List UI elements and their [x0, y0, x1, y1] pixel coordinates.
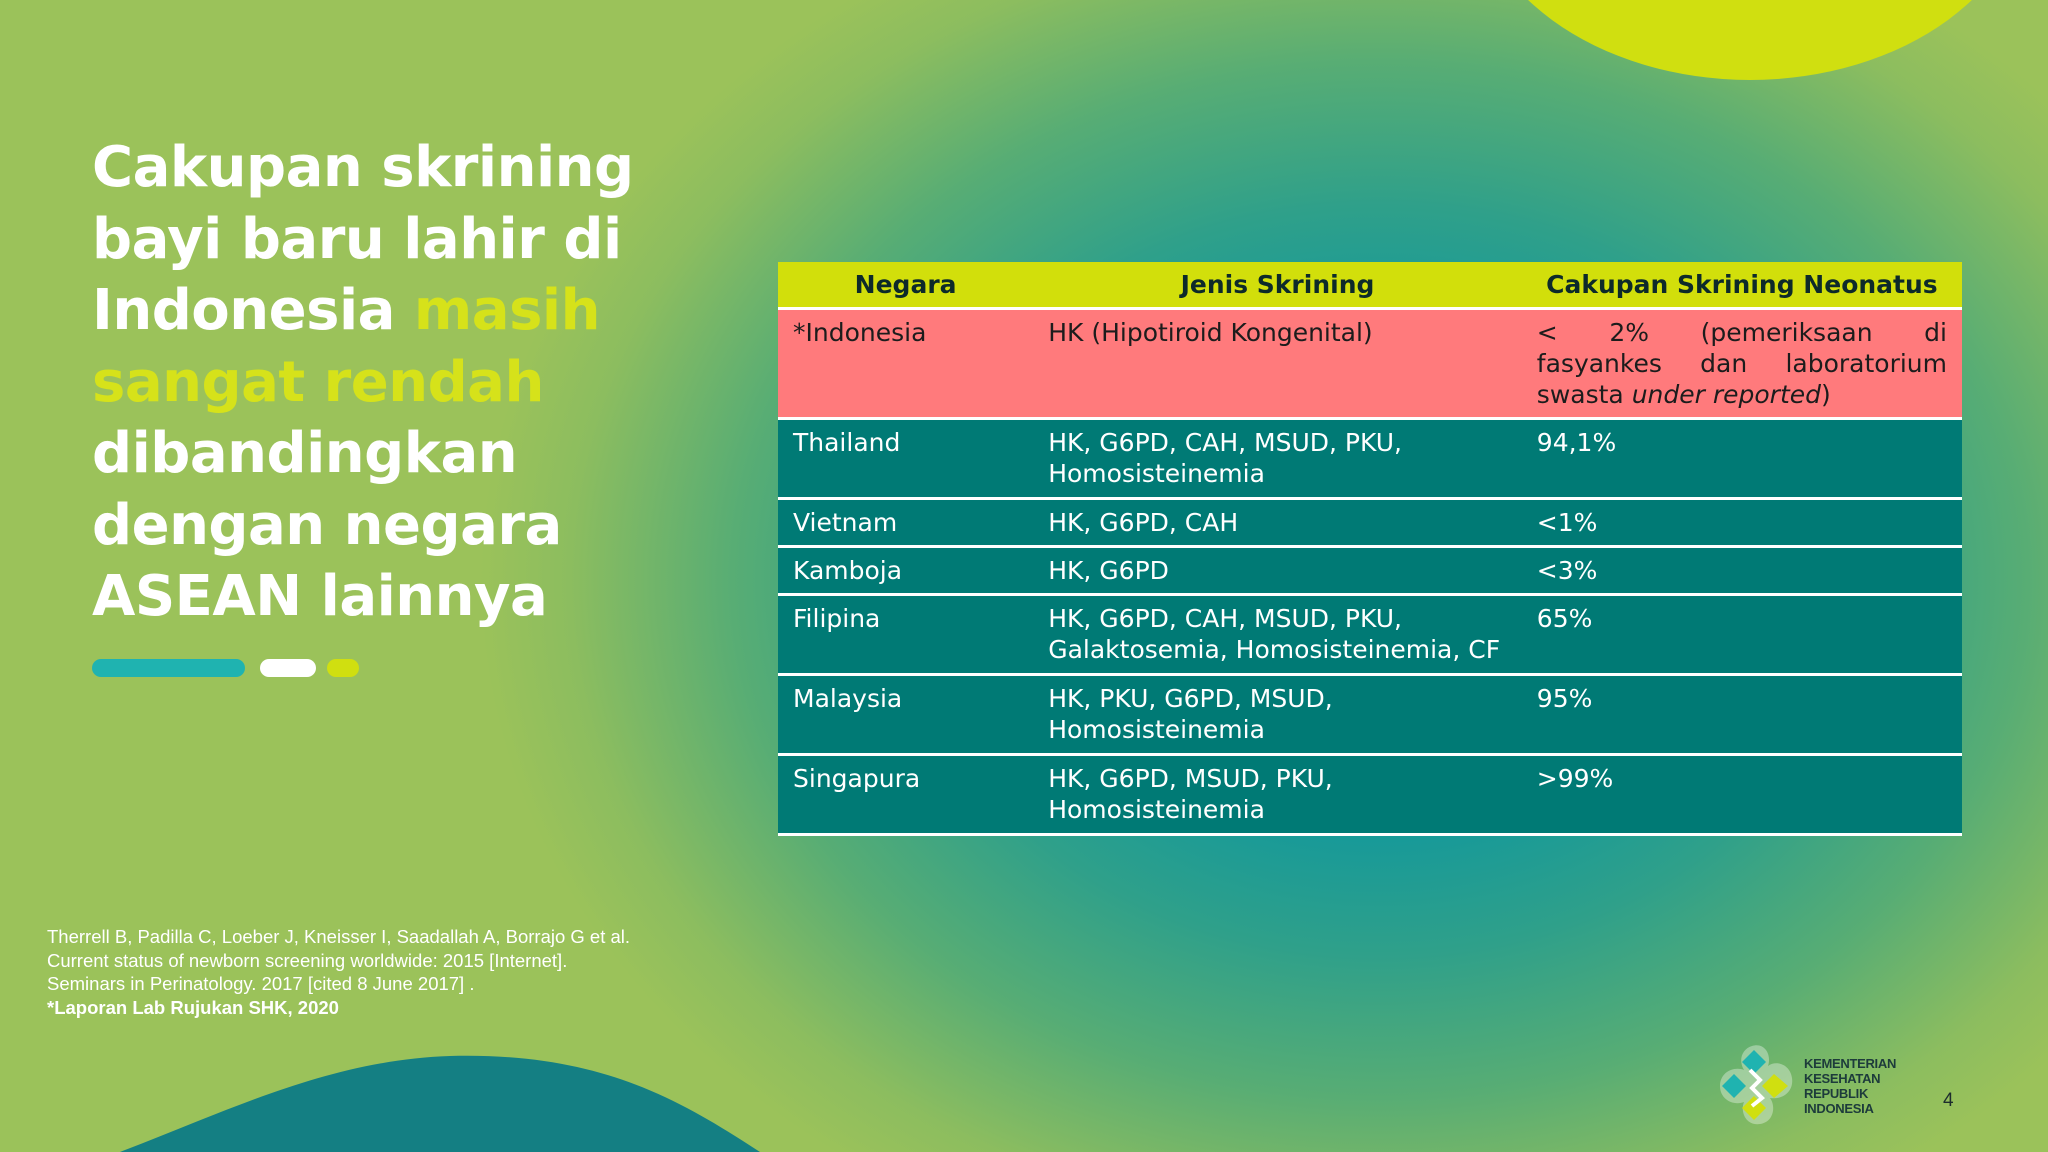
- logo-line: INDONESIA: [1804, 1101, 1874, 1116]
- top-decorative-blob: [1470, 0, 2030, 80]
- logo-line: KESEHATAN: [1804, 1071, 1881, 1086]
- references: Therrell B, Padilla C, Loeber J, Kneisse…: [47, 925, 647, 1019]
- coverage-italic: under reported: [1631, 380, 1822, 409]
- header-country: Negara: [778, 262, 1034, 310]
- logo-line: REPUBLIK: [1804, 1086, 1869, 1101]
- table-header-row: Negara Jenis Skrining Cakupan Skrining N…: [778, 262, 1962, 310]
- teal-pill: [92, 659, 245, 677]
- cell-screening-type: HK, G6PD, MSUD, PKU, Homosisteinemia: [1033, 754, 1522, 836]
- slide-title: Cakupan skrining bayi baru lahir di Indo…: [92, 132, 692, 633]
- cell-coverage: <3%: [1521, 546, 1962, 596]
- reference-citation: Therrell B, Padilla C, Loeber J, Kneisse…: [47, 926, 631, 994]
- screening-table: Negara Jenis Skrining Cakupan Skrining N…: [778, 262, 1962, 836]
- cell-coverage: 65%: [1521, 594, 1962, 676]
- cell-screening-type: HK, G6PD: [1033, 546, 1522, 596]
- cell-country: *Indonesia: [778, 308, 1034, 420]
- cell-coverage: >99%: [1521, 754, 1962, 836]
- cell-coverage: 94,1%: [1521, 418, 1962, 500]
- cell-screening-type: HK, G6PD, CAH, MSUD, PKU, Homosisteinemi…: [1033, 418, 1522, 500]
- white-pill: [260, 659, 316, 677]
- page-number: 4: [1943, 1090, 1954, 1111]
- table-row: Thailand HK, G6PD, CAH, MSUD, PKU, Homos…: [778, 418, 1962, 500]
- cell-country: Singapura: [778, 754, 1034, 836]
- table-row: Kamboja HK, G6PD <3%: [778, 546, 1962, 596]
- coverage-text: < 2% (pemeriksaan di fasyankes dan labor…: [1536, 318, 1947, 409]
- logo-wordmark: KEMENTERIAN KESEHATAN REPUBLIK INDONESIA: [1804, 1056, 1896, 1116]
- cell-screening-type: HK, G6PD, CAH: [1033, 498, 1522, 548]
- title-text-end: dibandingkan dengan negara ASEAN lainnya: [92, 421, 562, 629]
- cell-screening-type: HK, PKU, G6PD, MSUD, Homosisteinemia: [1033, 674, 1522, 756]
- cell-country: Thailand: [778, 418, 1034, 500]
- cell-coverage: < 2% (pemeriksaan di fasyankes dan labor…: [1521, 308, 1962, 420]
- cell-country: Vietnam: [778, 498, 1034, 548]
- reference-source-note: *Laporan Lab Rujukan SHK, 2020: [47, 996, 339, 1018]
- cell-coverage: <1%: [1521, 498, 1962, 548]
- header-coverage: Cakupan Skrining Neonatus: [1521, 262, 1962, 310]
- cell-coverage: 95%: [1521, 674, 1962, 756]
- table-row: Filipina HK, G6PD, CAH, MSUD, PKU, Galak…: [778, 594, 1962, 676]
- table-row-indonesia: *Indonesia HK (Hipotiroid Kongenital) < …: [778, 308, 1962, 420]
- cell-country: Malaysia: [778, 674, 1034, 756]
- header-screening-type: Jenis Skrining: [1033, 262, 1522, 310]
- title-text-start: Cakupan skrining bayi baru lahir di Indo…: [92, 135, 634, 343]
- cell-screening-type: HK, G6PD, CAH, MSUD, PKU, Galaktosemia, …: [1033, 594, 1522, 676]
- yellow-pill: [327, 659, 359, 677]
- bottom-decorative-wave: [0, 1055, 760, 1152]
- logo-line: KEMENTERIAN: [1804, 1056, 1897, 1071]
- cell-country: Filipina: [778, 594, 1034, 676]
- table-row: Singapura HK, G6PD, MSUD, PKU, Homosiste…: [778, 754, 1962, 836]
- coverage-suffix: ): [1821, 380, 1831, 409]
- kemenkes-logo-icon: [1720, 1045, 1793, 1125]
- table-row: Malaysia HK, PKU, G6PD, MSUD, Homosistei…: [778, 674, 1962, 756]
- cell-screening-type: HK (Hipotiroid Kongenital): [1033, 308, 1522, 420]
- title-highlight: masih sangat rendah: [92, 278, 600, 415]
- table-row: Vietnam HK, G6PD, CAH <1%: [778, 498, 1962, 548]
- cell-country: Kamboja: [778, 546, 1034, 596]
